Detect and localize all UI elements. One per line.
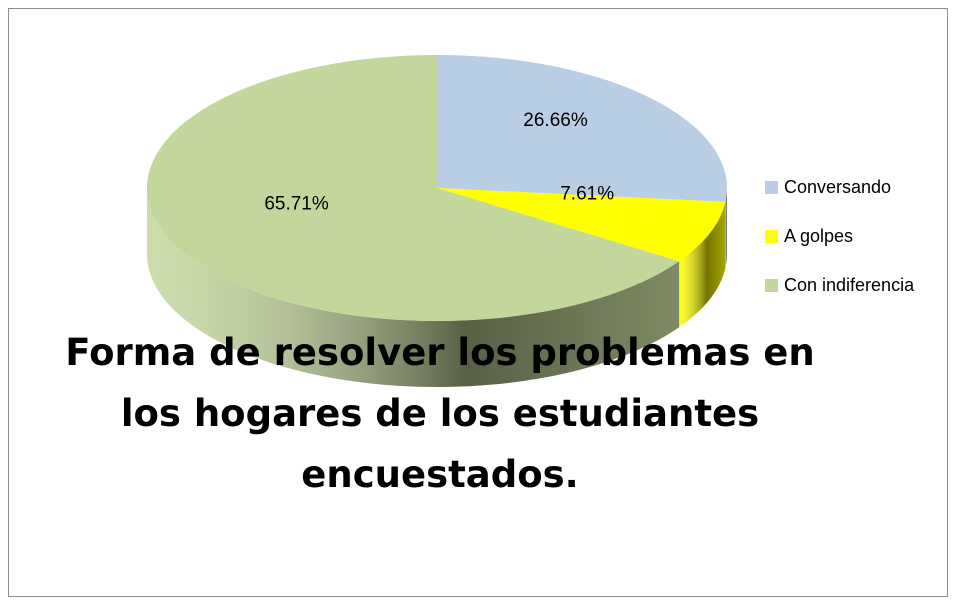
data-label: 65.71% <box>264 194 329 215</box>
data-label: 26.66% <box>523 110 588 131</box>
plot: 26.66% 7.61% 65.71% <box>146 55 727 387</box>
legend-swatch <box>765 181 778 194</box>
slice <box>437 188 726 262</box>
slice <box>146 55 680 322</box>
legend-label: A golpes <box>784 226 853 246</box>
legend-swatch <box>765 230 778 243</box>
slice <box>437 55 727 202</box>
legend-label: Con indiferencia <box>784 275 915 295</box>
chart-title: Forma de resolver los problemas en los h… <box>65 331 815 496</box>
legend-label: Conversando <box>784 177 891 197</box>
slice-side-shade <box>679 201 726 328</box>
slice-side-shade <box>147 188 680 387</box>
data-label: 7.61% <box>560 184 614 205</box>
legend-swatch <box>765 279 778 292</box>
legend: Conversando A golpes Con indiferencia <box>765 177 915 295</box>
slice-side-shade <box>725 188 727 268</box>
